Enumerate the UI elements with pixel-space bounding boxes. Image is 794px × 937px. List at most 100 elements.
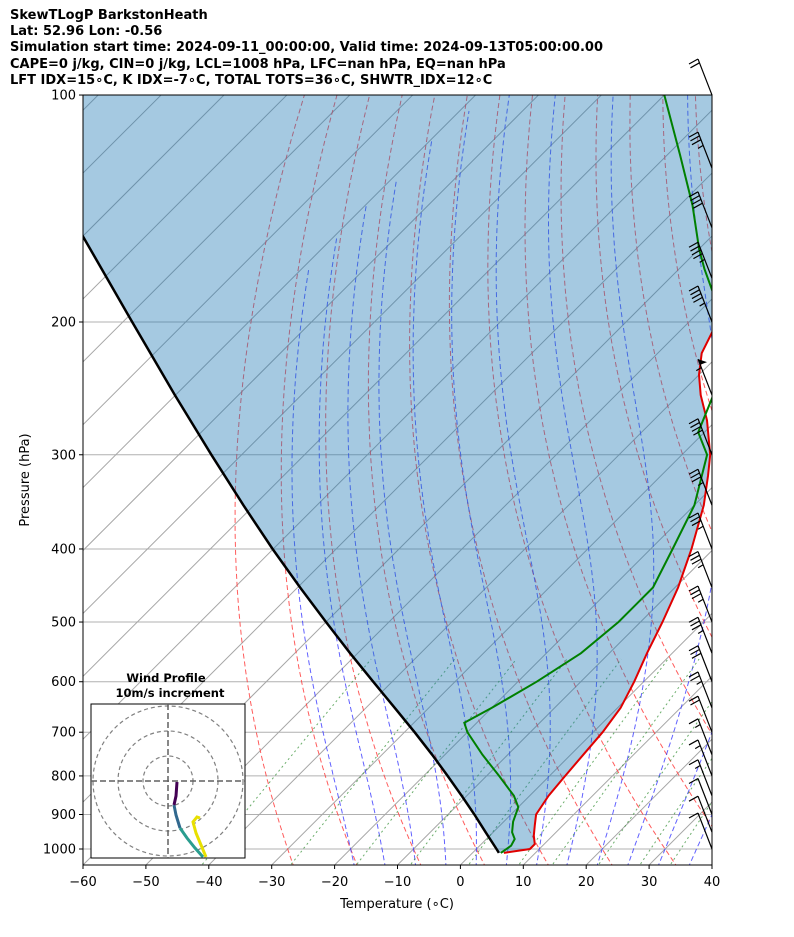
x-tick-label: 0 bbox=[456, 875, 464, 890]
profile-lines bbox=[83, 95, 712, 854]
mixing-ratio-line bbox=[409, 658, 568, 865]
parcel-path-line bbox=[83, 233, 500, 854]
wind-barb bbox=[688, 795, 713, 833]
isotherm bbox=[83, 95, 414, 426]
x-tick-label: −40 bbox=[195, 875, 222, 890]
cin-shading bbox=[83, 95, 712, 853]
isotherm bbox=[522, 675, 712, 865]
stability-indices: LFT IDX=15∘C, K IDX=-7∘C, TOTAL TOTS=36∘… bbox=[10, 72, 493, 88]
wind-barb bbox=[688, 285, 713, 323]
mixing-ratio-line bbox=[639, 757, 712, 865]
isotherm bbox=[208, 361, 712, 865]
x-axis-ticks: −60 −50 −40 −30 −20 −10 0 10 20 30 40 bbox=[69, 865, 720, 890]
y-tick-label: 700 bbox=[51, 726, 76, 741]
moist-adiabat bbox=[627, 95, 712, 865]
wind-barb bbox=[688, 777, 713, 815]
moist-adiabat bbox=[750, 78, 794, 868]
wind-profile-inset: Wind Profile 10m/s increment bbox=[90, 671, 246, 859]
wind-barb bbox=[688, 812, 713, 850]
station-title: SkewTLogP BarkstonHeath bbox=[10, 8, 208, 23]
temperature-profile-line bbox=[503, 330, 712, 854]
x-tick-label: −20 bbox=[321, 875, 348, 890]
x-axis-label: Temperature (∘C) bbox=[339, 897, 454, 912]
wind-barb bbox=[688, 671, 713, 709]
dry-adiabat bbox=[367, 95, 486, 865]
wind-barb bbox=[688, 585, 713, 623]
y-tick-label: 500 bbox=[51, 616, 76, 631]
mixing-ratio-line bbox=[355, 658, 517, 865]
isotherm bbox=[83, 95, 225, 237]
isotherm bbox=[333, 486, 712, 865]
x-tick-label: 40 bbox=[704, 875, 721, 890]
dry-adiabat bbox=[560, 95, 712, 736]
y-axis-ticks: 1000 900 800 700 600 500 400 300 200 100 bbox=[43, 89, 83, 858]
isotherm bbox=[83, 95, 351, 363]
y-tick-label: 800 bbox=[51, 769, 76, 784]
wind-barb bbox=[688, 551, 713, 588]
x-tick-label: 30 bbox=[641, 875, 658, 890]
stability-parameters: CAPE=0 j/kg, CIN=0 j/kg, LCL=1008 hPa, L… bbox=[10, 56, 506, 72]
wind-barb bbox=[688, 759, 713, 797]
simulation-times: Simulation start time: 2024-09-11_00:00:… bbox=[10, 40, 603, 56]
dry-adiabat bbox=[280, 95, 358, 865]
isotherm bbox=[83, 95, 666, 678]
isotherm bbox=[396, 549, 712, 865]
x-tick-label: −50 bbox=[132, 875, 159, 890]
mixing-ratio-line bbox=[551, 658, 700, 865]
dry-adiabat bbox=[595, 95, 712, 639]
y-tick-label: 300 bbox=[51, 448, 76, 463]
dry-adiabat bbox=[325, 95, 422, 865]
wind-barb bbox=[688, 645, 713, 682]
moist-adiabat bbox=[548, 95, 598, 865]
wind-barb bbox=[688, 739, 713, 777]
x-tick-label: −60 bbox=[69, 875, 96, 890]
dry-adiabat bbox=[448, 95, 613, 865]
moist-adiabat bbox=[719, 78, 794, 868]
y-axis-label: Pressure (hPa) bbox=[18, 433, 33, 526]
y-tick-label: 200 bbox=[51, 316, 76, 331]
mixing-ratio-line bbox=[201, 658, 372, 865]
cin-shaded-area bbox=[83, 95, 712, 853]
isotherm bbox=[83, 95, 477, 489]
wind-barb bbox=[688, 512, 713, 550]
isotherm bbox=[83, 95, 540, 552]
inset-title: Wind Profile bbox=[126, 671, 206, 685]
dry-adiabat bbox=[524, 95, 712, 828]
x-tick-label: 10 bbox=[515, 875, 532, 890]
y-tick-label: 600 bbox=[51, 675, 76, 690]
isotherm bbox=[270, 423, 712, 865]
hodograph-line bbox=[178, 827, 205, 858]
wind-barb bbox=[688, 468, 713, 506]
wind-barb bbox=[688, 241, 713, 279]
isotherm bbox=[772, 78, 794, 868]
isotherm bbox=[711, 864, 712, 865]
isotherm bbox=[83, 95, 288, 300]
wind-barb bbox=[688, 616, 713, 654]
moist-adiabat bbox=[451, 110, 512, 865]
isotherm bbox=[145, 298, 712, 865]
moist-adiabat bbox=[658, 730, 712, 865]
dry-adiabat bbox=[759, 78, 794, 868]
hodograph-line bbox=[191, 815, 208, 858]
y-tick-label: 400 bbox=[51, 542, 76, 557]
wind-barb bbox=[688, 191, 713, 229]
inset-subtitle: 10m/s increment bbox=[116, 686, 225, 700]
station-coordinates: Lat: 52.96 Lon: -0.56 bbox=[10, 24, 163, 40]
dry-adiabat bbox=[727, 78, 794, 868]
y-tick-label: 900 bbox=[51, 808, 76, 823]
x-tick-label: −30 bbox=[258, 875, 285, 890]
hodograph-line bbox=[172, 781, 179, 806]
moist-adiabat bbox=[378, 180, 447, 865]
mixing-ratio-lines bbox=[201, 658, 712, 865]
wind-barb bbox=[688, 718, 713, 756]
y-tick-label: 100 bbox=[51, 89, 76, 104]
mixing-ratio-line bbox=[518, 658, 669, 865]
moist-adiabat bbox=[318, 238, 386, 865]
wind-barb bbox=[696, 358, 713, 396]
x-tick-label: 20 bbox=[578, 875, 595, 890]
wind-barb bbox=[688, 695, 713, 733]
wind-barb bbox=[688, 58, 713, 96]
moist-adiabat bbox=[291, 268, 355, 865]
moist-adiabat bbox=[596, 95, 655, 865]
